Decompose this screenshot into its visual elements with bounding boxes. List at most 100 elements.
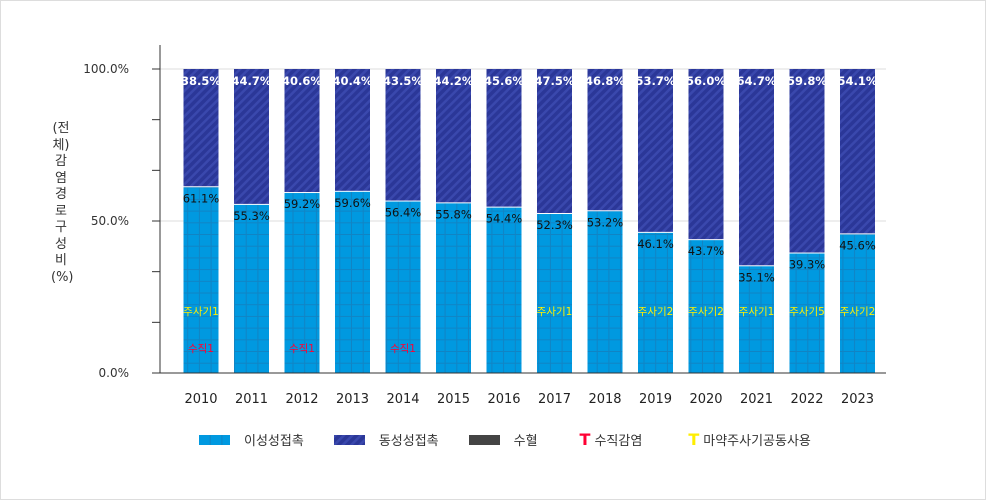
- y-axis-label: (전체)감염경로 구성비(%): [51, 121, 74, 285]
- data-label-homosexual: 64.7%: [737, 74, 777, 88]
- annotation-injection: 주사기1: [183, 306, 219, 318]
- x-tick-label: 2011: [235, 392, 268, 407]
- bar-heterosexual: [486, 207, 522, 373]
- bar-heterosexual: [284, 193, 320, 373]
- bar-homosexual: [638, 69, 673, 232]
- data-label-homosexual: 40.6%: [282, 74, 322, 88]
- annotation-injection: 주사기2: [688, 306, 724, 318]
- y-tick-label: 0.0%: [99, 366, 130, 380]
- bar-heterosexual: [688, 240, 724, 373]
- x-tick-label: 2018: [588, 392, 621, 407]
- data-label-homosexual: 53.7%: [636, 74, 676, 88]
- data-label-homosexual: 43.5%: [383, 74, 423, 88]
- legend-item-transfusion: 수혈: [468, 430, 538, 449]
- data-label-heterosexual: 35.1%: [738, 270, 775, 284]
- legend-label: 수혈: [513, 434, 538, 449]
- bar-homosexual: [587, 69, 623, 211]
- data-label-heterosexual: 55.3%: [233, 209, 270, 223]
- y-tick-label: 50.0%: [91, 214, 129, 228]
- legend-label: 수직감염: [594, 434, 643, 449]
- annotation-vertical: 수직1: [390, 343, 416, 355]
- annotation-injection: 주사기5: [789, 306, 825, 318]
- x-tick-label: 2022: [790, 392, 823, 407]
- data-label-heterosexual: 59.6%: [334, 196, 371, 210]
- x-tick-label: 2014: [386, 392, 419, 407]
- x-tick-label: 2013: [336, 392, 369, 407]
- annotation-injection: 주사기1: [739, 306, 775, 318]
- legend-label: 동성성접촉: [378, 434, 439, 449]
- data-label-homosexual: 45.6%: [484, 74, 524, 88]
- bar-heterosexual: [638, 232, 673, 373]
- data-label-heterosexual: 52.3%: [536, 218, 573, 232]
- stacked-bar-chart: 0.0% 50.0% 100.0% 61.1% 38.5% 주사기1 수직1 2010 55.3…: [83, 45, 886, 407]
- annotation-injection: 주사기1: [537, 306, 573, 318]
- annotation-vertical: 수직1: [188, 343, 214, 355]
- data-label-heterosexual: 59.2%: [284, 197, 321, 211]
- data-label-homosexual: 44.7%: [232, 74, 272, 88]
- bar-heterosexual: [385, 201, 421, 373]
- bar-heterosexual: [789, 253, 825, 373]
- bar-homosexual: [335, 69, 370, 191]
- x-tick-label: 2023: [841, 392, 874, 407]
- t-marker-icon: T: [688, 429, 700, 449]
- bar-homosexual: [739, 69, 774, 266]
- annotation-injection: 주사기2: [840, 306, 876, 318]
- bar-homosexual: [789, 69, 825, 253]
- annotation-injection: 주사기2: [638, 306, 674, 318]
- legend-item-vertical: T 수직감염: [580, 430, 643, 449]
- bar-heterosexual: [436, 203, 471, 373]
- x-tick-label: 2017: [538, 392, 571, 407]
- bar-homosexual: [840, 69, 875, 234]
- bar-heterosexual: [183, 187, 219, 373]
- x-tick-label: 2019: [639, 392, 672, 407]
- bar-homosexual: [234, 69, 269, 204]
- data-label-homosexual: 59.8%: [787, 74, 827, 88]
- data-label-heterosexual: 61.1%: [183, 191, 220, 205]
- legend-item-homosexual: 동성성접촉: [333, 430, 439, 449]
- bar-heterosexual: [234, 204, 269, 373]
- data-label-heterosexual: 45.6%: [839, 238, 876, 252]
- bar-homosexual: [486, 69, 522, 207]
- data-label-heterosexual: 43.7%: [688, 244, 725, 258]
- data-label-homosexual: 40.4%: [333, 74, 373, 88]
- legend-swatch-hatch: [333, 434, 365, 445]
- bar-heterosexual: [537, 214, 572, 373]
- bar-homosexual: [537, 69, 572, 214]
- bar-heterosexual: [739, 266, 774, 373]
- bar-homosexual: [385, 69, 421, 201]
- data-label-heterosexual: 54.4%: [486, 212, 523, 226]
- y-tick-label: 100.0%: [83, 62, 129, 76]
- bar-heterosexual: [587, 211, 623, 373]
- x-tick-label: 2012: [285, 392, 318, 407]
- x-tick-label: 2021: [740, 392, 773, 407]
- bar-homosexual: [183, 69, 219, 187]
- x-tick-label: 2015: [437, 392, 470, 407]
- x-tick-label: 2020: [689, 392, 722, 407]
- annotation-vertical: 수직1: [289, 343, 315, 355]
- legend-label: 이성성접촉: [244, 434, 304, 449]
- data-label-heterosexual: 39.3%: [789, 258, 826, 272]
- legend-swatch-grid: [199, 434, 230, 445]
- data-label-heterosexual: 46.1%: [637, 237, 674, 251]
- x-tick-label: 2016: [487, 392, 520, 407]
- legend-item-injection: T 마약주사기공동사용: [688, 430, 811, 449]
- bar-heterosexual: [840, 234, 875, 373]
- bar-homosexual: [284, 69, 320, 193]
- data-label-heterosexual: 53.2%: [587, 215, 624, 229]
- bar-homosexual: [436, 69, 471, 203]
- data-label-homosexual: 47.5%: [535, 74, 575, 88]
- legend-swatch-solid: [468, 434, 500, 445]
- data-label-homosexual: 56.0%: [686, 74, 726, 88]
- t-marker-icon: T: [579, 429, 591, 449]
- data-label-homosexual: 46.8%: [585, 74, 625, 88]
- legend-item-heterosexual: 이성성접촉: [199, 430, 304, 449]
- data-label-heterosexual: 56.4%: [385, 206, 422, 220]
- x-tick-label: 2010: [184, 392, 217, 407]
- data-label-homosexual: 54.1%: [838, 74, 878, 88]
- data-label-homosexual: 44.2%: [434, 74, 474, 88]
- bar-heterosexual: [335, 191, 370, 373]
- legend: 이성성접촉 동성성접촉 수혈 T 수직감염 T 마약주사기공동사용: [199, 430, 811, 449]
- data-label-heterosexual: 55.8%: [435, 207, 472, 221]
- data-label-homosexual: 38.5%: [181, 74, 221, 88]
